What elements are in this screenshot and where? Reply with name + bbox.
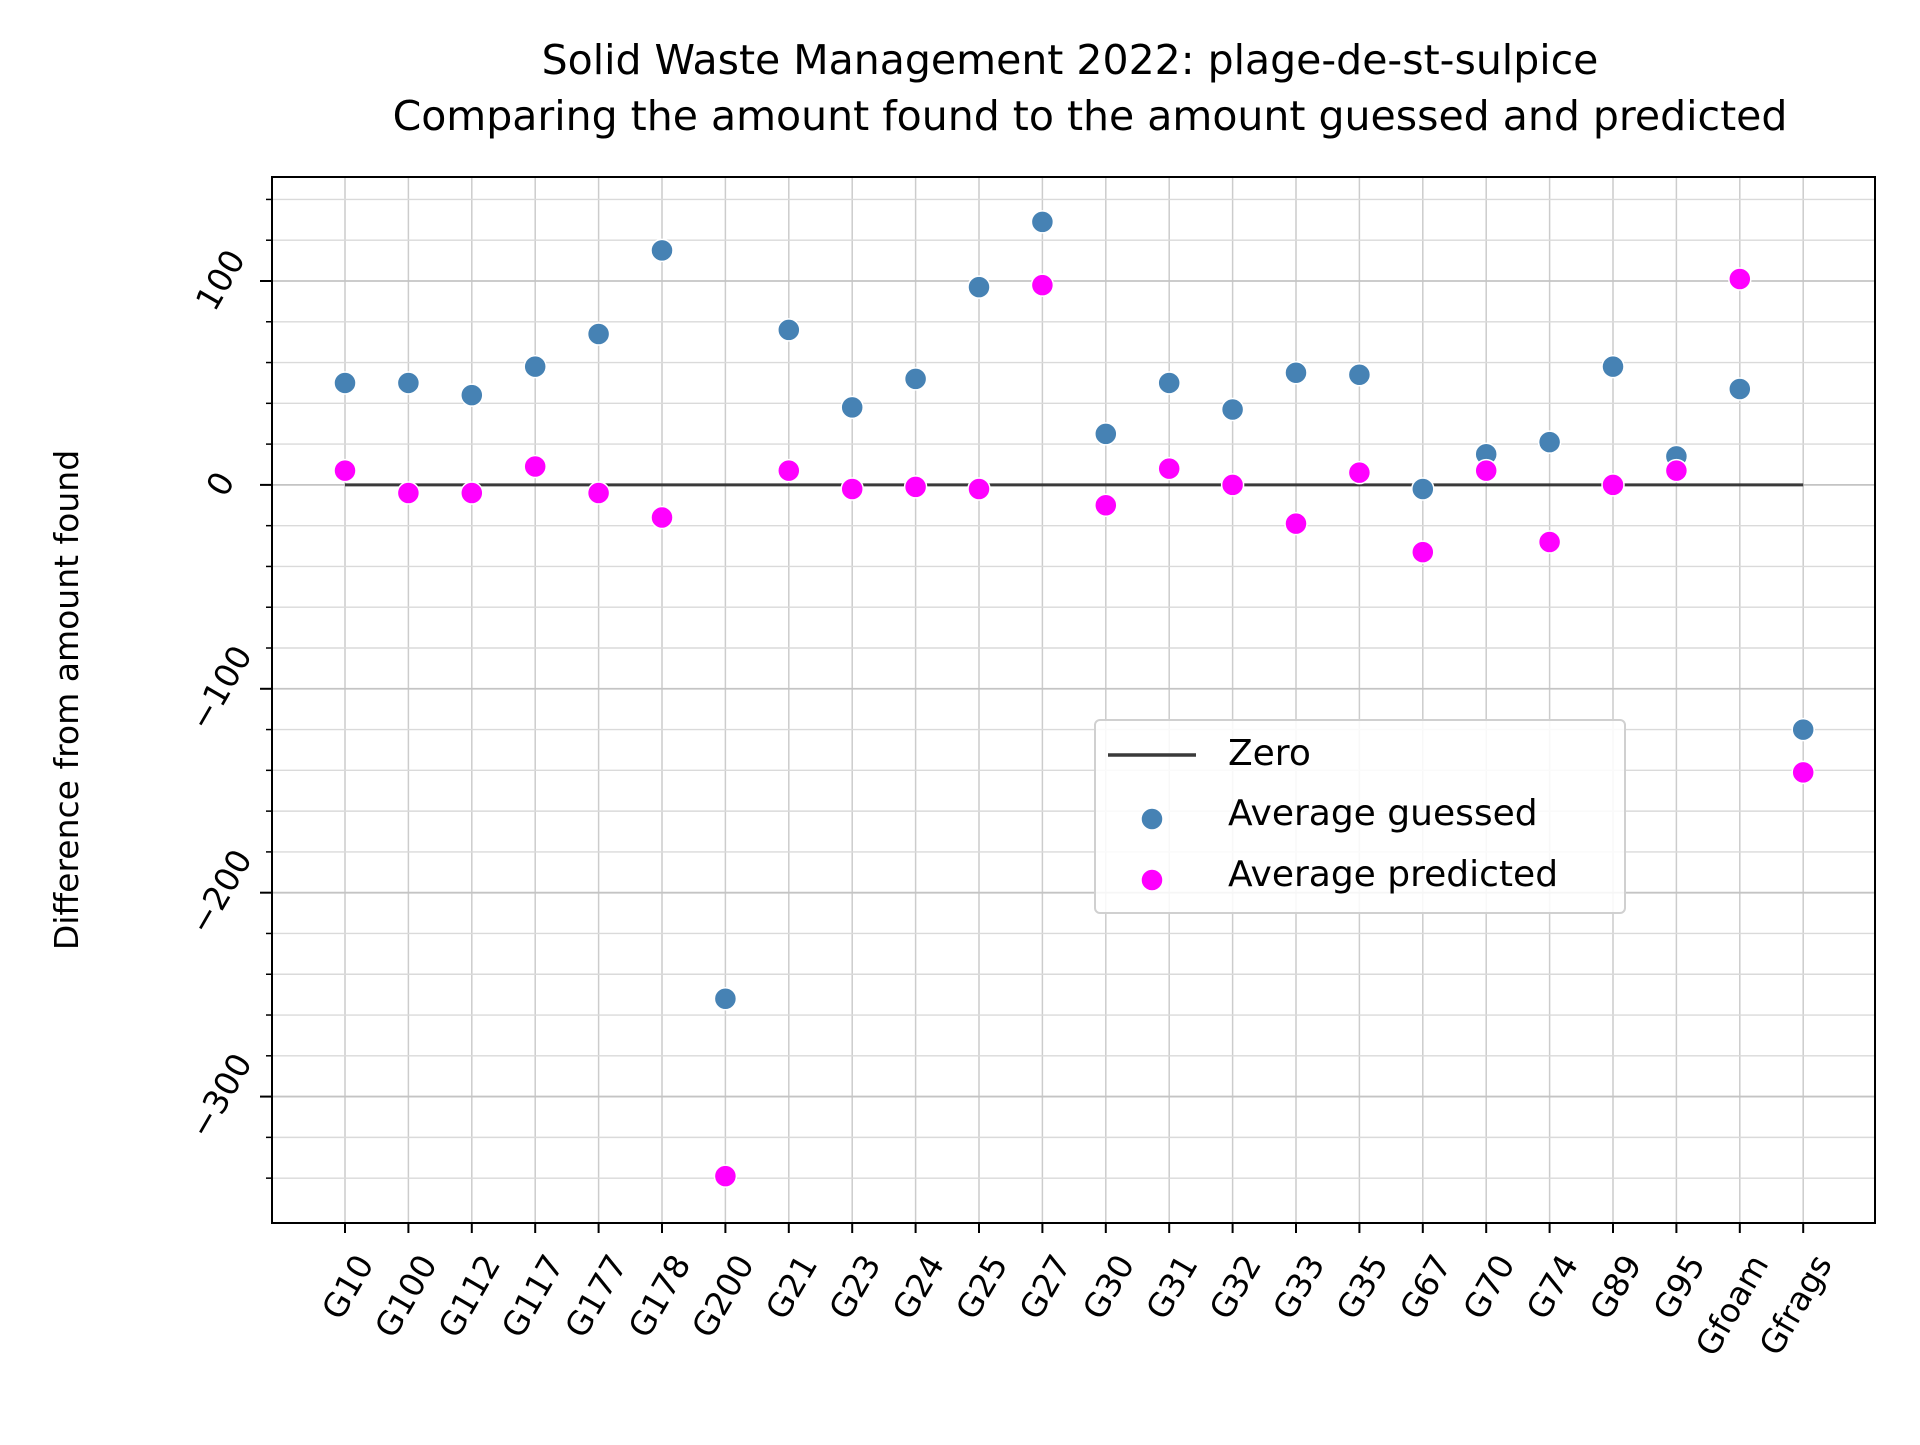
average-guessed-point xyxy=(650,238,674,263)
average-guessed-point xyxy=(1030,210,1055,234)
legend-label: Average guessed xyxy=(1228,793,1538,834)
average-predicted-point xyxy=(1411,540,1435,564)
legend: Zero Average guessed Average predicted xyxy=(1094,719,1626,914)
average-predicted-point xyxy=(1474,458,1498,483)
average-predicted-point xyxy=(777,458,801,483)
average-guessed-point xyxy=(777,318,801,342)
average-guessed-point xyxy=(523,354,547,379)
x-tick-label: G32 xyxy=(1201,1248,1269,1326)
legend-label: Zero xyxy=(1228,733,1311,774)
y-tick-label: −200 xyxy=(181,843,260,941)
average-guessed-point xyxy=(1411,477,1435,501)
average-predicted-point xyxy=(840,477,864,501)
average-predicted-point xyxy=(1157,456,1181,481)
average-predicted-point xyxy=(396,481,421,505)
x-tick-label: G200 xyxy=(684,1248,762,1344)
average-predicted-point xyxy=(1030,273,1055,297)
average-guessed-point xyxy=(1728,377,1752,401)
x-tick-label: G21 xyxy=(758,1248,826,1326)
average-predicted-point xyxy=(523,454,547,479)
x-tick-label: G70 xyxy=(1455,1248,1523,1326)
x-tick-label: G117 xyxy=(494,1248,572,1344)
x-tick-label: G10 xyxy=(314,1248,382,1326)
x-tick-label: G35 xyxy=(1328,1248,1396,1326)
x-tick-label: G100 xyxy=(367,1248,445,1344)
x-tick-label: G95 xyxy=(1645,1248,1713,1326)
chart-title: Solid Waste Management 2022: plage-de-st… xyxy=(542,36,1599,84)
x-tick-label: G23 xyxy=(821,1248,889,1326)
average-predicted-point xyxy=(460,481,484,505)
average-guessed-point xyxy=(1157,371,1181,395)
x-tick-label: G33 xyxy=(1265,1248,1333,1326)
grid xyxy=(272,177,1875,1223)
average-guessed-point xyxy=(396,371,421,395)
average-predicted-point xyxy=(967,477,991,501)
x-tick-label: G112 xyxy=(430,1248,508,1344)
average-guessed-point xyxy=(967,275,991,299)
x-tick-label: G25 xyxy=(948,1248,1016,1326)
x-tick-label: G89 xyxy=(1582,1248,1650,1326)
average-predicted-point xyxy=(1601,473,1625,497)
x-tick-label: G27 xyxy=(1011,1248,1079,1326)
x-tick-label: G67 xyxy=(1392,1248,1460,1326)
average-guessed-point xyxy=(1220,397,1245,422)
average-predicted-point xyxy=(903,475,928,499)
average-predicted-point xyxy=(1220,473,1245,497)
average-guessed-point xyxy=(1537,430,1562,454)
x-axis: G10G100G112G117G177G178G200G21G23G24G25G… xyxy=(314,1223,1840,1362)
average-guessed-point xyxy=(903,367,928,391)
average-predicted-point xyxy=(1728,267,1752,291)
average-predicted-point xyxy=(586,481,611,505)
average-predicted-point xyxy=(650,505,674,530)
x-tick-label: G30 xyxy=(1075,1248,1143,1326)
x-tick-label: G178 xyxy=(620,1248,698,1344)
x-tick-label: G31 xyxy=(1138,1248,1206,1326)
legend-label: Average predicted xyxy=(1228,854,1558,895)
average-predicted-point xyxy=(1537,530,1562,554)
average-guessed-point xyxy=(1284,360,1308,385)
average-predicted-point xyxy=(1284,511,1308,536)
y-tick-label: −300 xyxy=(181,1047,260,1145)
legend-marker-dot xyxy=(1140,868,1164,892)
y-tick-label: 100 xyxy=(188,243,253,317)
y-tick-label: −100 xyxy=(181,639,260,737)
legend-box xyxy=(1094,719,1626,914)
average-predicted-point xyxy=(333,458,357,483)
average-predicted-point xyxy=(1347,460,1372,485)
average-predicted-point xyxy=(1094,493,1118,518)
chart-subtitle: Comparing the amount found to the amount… xyxy=(393,92,1788,140)
average-guessed-point xyxy=(586,322,611,346)
x-tick-label: G74 xyxy=(1518,1248,1586,1326)
average-predicted-point xyxy=(1791,760,1815,785)
average-predicted-point xyxy=(1664,458,1689,483)
y-axis: −300 −200 −100 0 100 xyxy=(181,198,272,1179)
x-tick-label: G24 xyxy=(884,1248,952,1326)
plot-frame xyxy=(271,176,1876,1224)
y-axis-label: Difference from amount found xyxy=(47,450,86,950)
average-guessed-point xyxy=(460,383,484,407)
average-guessed-point xyxy=(1347,363,1372,387)
x-tick-label: G177 xyxy=(557,1248,635,1344)
average-guessed-point xyxy=(333,371,357,395)
average-guessed-point xyxy=(1791,717,1815,742)
points-layer xyxy=(333,210,1815,1188)
average-guessed-point xyxy=(713,986,738,1011)
average-guessed-point xyxy=(840,395,864,420)
average-predicted-point xyxy=(713,1164,738,1188)
y-tick-label: 0 xyxy=(198,465,242,503)
average-guessed-point xyxy=(1094,422,1118,446)
average-guessed-point xyxy=(1601,354,1625,379)
legend-marker-dot xyxy=(1140,807,1164,831)
